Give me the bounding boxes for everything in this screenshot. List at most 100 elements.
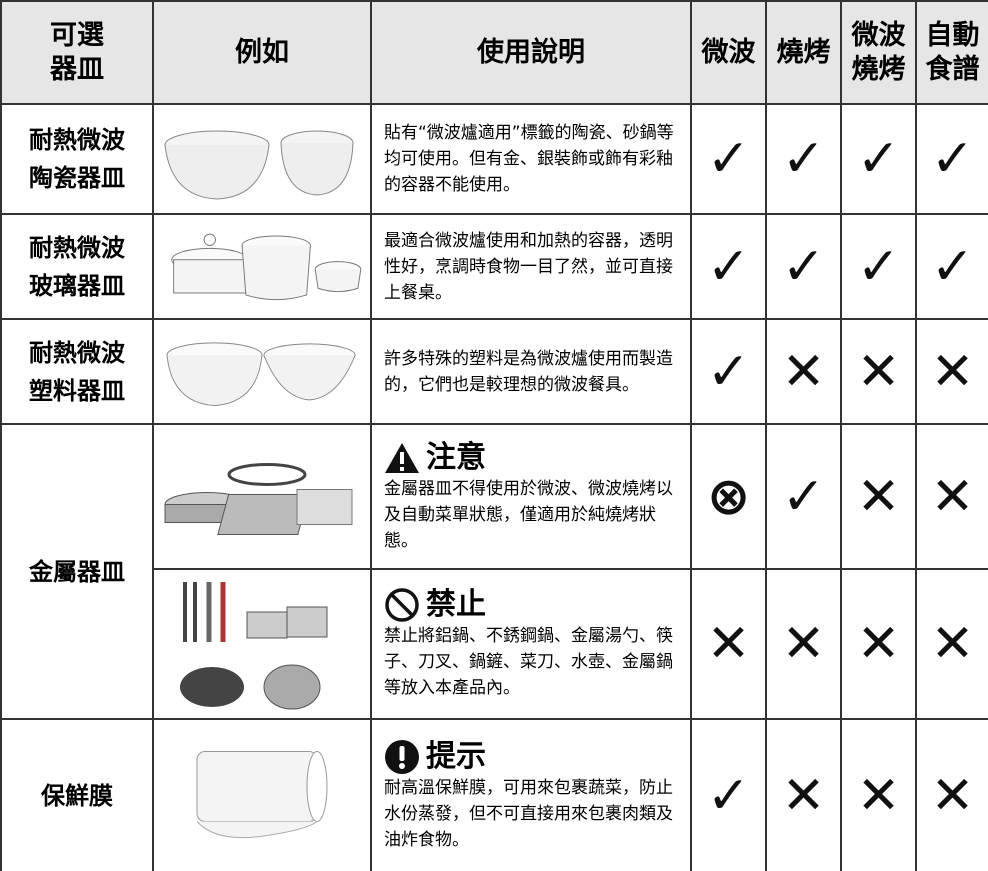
- mark-cell: ✕: [840, 318, 917, 425]
- mark-cell: ✓: [690, 213, 767, 320]
- compat-mark: ✓: [781, 466, 826, 527]
- mark-cell: ✕: [690, 568, 767, 720]
- description-text: 貼有“微波爐適用”標籤的陶瓷、砂鍋等均可使用。但有金、銀裝飾或飾有彩釉的容器不能…: [384, 123, 674, 195]
- example-illustration: [196, 751, 328, 839]
- header-cell: 使用說明: [370, 0, 692, 105]
- notice-title: 禁止: [426, 587, 486, 622]
- item-cell: 金屬器皿: [0, 423, 154, 720]
- mark-cell: ✓: [690, 103, 767, 215]
- compat-mark: ✓: [856, 236, 901, 297]
- notice: 禁止: [384, 587, 680, 623]
- example-cell: [152, 423, 372, 570]
- compat-mark: ✕: [781, 341, 826, 402]
- item-text: 塑料器皿: [29, 376, 125, 405]
- description-text: 許多特殊的塑料是為微波爐使用而製造的，它們也是較理想的微波餐具。: [384, 348, 673, 395]
- description-text: 金屬器皿不得使用於微波、微波燒烤以及自動菜單狀態，僅適用於純燒烤狀態。: [384, 478, 673, 551]
- header-text: 例如: [235, 36, 289, 68]
- prohibit-icon: [385, 588, 419, 622]
- item-text: 金屬器皿: [29, 557, 125, 586]
- compat-mark: ✕: [930, 614, 975, 674]
- item-cell: 耐熱微波 陶瓷器皿: [0, 103, 154, 215]
- header-cell: 例如: [152, 0, 372, 105]
- description-text: 耐高溫保鮮膜，可用來包裹蔬菜，防止水份蒸發，但不可直接用來包裹肉類及油炸食物。: [384, 777, 673, 850]
- compat-mark: ✕: [930, 765, 975, 826]
- header-text: 可選: [50, 19, 104, 51]
- header-cell: 可選 器皿: [0, 0, 154, 105]
- item-text: 耐熱微波: [29, 338, 125, 367]
- header-cell: 自動 食譜: [915, 0, 988, 105]
- item-text: 玻璃器皿: [29, 271, 125, 300]
- header-text: 微波: [701, 36, 756, 68]
- mark-cell: ✓: [765, 103, 842, 215]
- description-text: 禁止將鋁鍋、不銹鋼鍋、金屬湯勺、筷子、刀叉、鍋鏟、菜刀、水壺、金屬鍋等放入本產品…: [384, 626, 673, 698]
- mark-cell: ✕: [915, 718, 988, 871]
- item-text: 耐熱微波: [29, 126, 125, 154]
- item-cell: 耐熱微波 塑料器皿: [0, 318, 154, 425]
- mark-cell: ✕: [840, 718, 917, 871]
- compat-mark: ✕: [706, 614, 751, 674]
- compat-mark: ✓: [706, 236, 751, 297]
- description-cell: 注意 金屬器皿不得使用於微波、微波燒烤以及自動菜單狀態，僅適用於純燒烤狀態。: [370, 423, 692, 570]
- notice-title: 提示: [426, 738, 486, 774]
- compat-mark: ✓: [781, 236, 826, 297]
- header-text: 使用說明: [477, 36, 585, 68]
- example-cell: [152, 718, 372, 871]
- compat-mark: ✕: [930, 341, 975, 402]
- compat-mark: ✓: [930, 129, 975, 189]
- example-cell: [152, 568, 372, 720]
- header-cell: 燒烤: [765, 0, 842, 105]
- mark-cell: ✓: [840, 213, 917, 320]
- compat-mark: ✕: [856, 466, 901, 527]
- table-row: 保鮮膜 提示 耐高溫保鮮膜，可用來包裹蔬菜，防止水份蒸發，但不可直接用來包裹肉類及油…: [0, 718, 988, 871]
- example-illustration: [171, 233, 362, 301]
- example-illustration: [180, 582, 328, 710]
- compat-mark: ✓: [706, 765, 751, 826]
- table-row: 金屬器皿 注意 金屬器皿不得使用於微波、微波燒烤以及自動菜單狀態，僅適用於純燒烤狀態…: [0, 423, 988, 720]
- description-cell: 提示 耐高溫保鮮膜，可用來包裹蔬菜，防止水份蒸發，但不可直接用來包裹肉類及油炸食物…: [370, 718, 692, 871]
- header-text: 器皿: [50, 53, 104, 85]
- notice: 注意: [384, 440, 680, 476]
- compat-mark: ✕: [781, 614, 826, 674]
- mark-cell: ✕: [840, 568, 917, 720]
- table-row: 耐熱微波陶瓷器皿 貼有“微波爐適用”標籤的陶瓷、砂鍋等均可使用。但有金、銀裝飾或飾…: [0, 103, 988, 215]
- mark-cell: ✕: [915, 568, 988, 720]
- compat-mark: ✕: [930, 466, 975, 527]
- mark-cell: ✕: [915, 423, 988, 570]
- item-text: 陶瓷器皿: [29, 164, 125, 192]
- item-cell: 保鮮膜: [0, 718, 154, 871]
- header-cell: 微波 燒烤: [840, 0, 917, 105]
- header-text: 燒烤: [851, 53, 906, 85]
- mark-cell: ✓: [765, 213, 842, 320]
- header-text: 燒烤: [776, 36, 831, 68]
- notice-title: 注意: [426, 439, 486, 475]
- mark-cell: ✓: [840, 103, 917, 215]
- mark-cell: ✓: [915, 103, 988, 215]
- example-cell: [152, 213, 372, 320]
- item-cell: 耐熱微波 玻璃器皿: [0, 213, 154, 320]
- notice: 提示: [384, 739, 680, 775]
- mark-cell: ✓: [765, 423, 842, 570]
- compat-mark: ✓: [856, 129, 901, 189]
- example-cell: [152, 103, 372, 215]
- mark-cell: ✓: [690, 718, 767, 871]
- header-cell: 微波: [690, 0, 767, 105]
- description-cell: 禁止禁止將鋁鍋、不銹鋼鍋、金屬湯勺、筷子、刀叉、鍋鏟、菜刀、水壺、金屬鍋等放入本…: [370, 568, 692, 720]
- example-illustration: [164, 130, 354, 200]
- compat-mark: ✕: [856, 614, 901, 674]
- compat-mark: ✕: [781, 765, 826, 826]
- compat-mark: ✕: [856, 341, 901, 402]
- header-text: 微波: [851, 19, 906, 51]
- example-cell: [152, 318, 372, 425]
- table-row: 耐熱微波 玻璃器皿 最適合微波爐使用和加熱的容器，透明性好，烹調時食物一目了然，並可…: [0, 213, 988, 320]
- mark-cell: ✕: [915, 318, 988, 425]
- compat-mark: ⊗: [706, 466, 751, 527]
- example-illustration: [164, 463, 353, 535]
- header-row: 可選 器皿 例如 使用說明 微波 燒烤 微波 燒烤 自動 食譜: [0, 0, 988, 105]
- compat-mark: ✕: [856, 765, 901, 826]
- warning-icon: [385, 442, 419, 473]
- example-illustration: [166, 342, 356, 407]
- table-row: 禁止禁止將鋁鍋、不銹鋼鍋、金屬湯勺、筷子、刀叉、鍋鏟、菜刀、水壺、金屬鍋等放入本…: [1, 568, 988, 720]
- compat-mark: ✓: [706, 129, 751, 189]
- table-row: 耐熱微波塑料器皿 許多特殊的塑料是為微波爐使用而製造的，它們也是較理想的微波餐具。…: [0, 318, 988, 425]
- item-text: 保鮮膜: [41, 781, 113, 810]
